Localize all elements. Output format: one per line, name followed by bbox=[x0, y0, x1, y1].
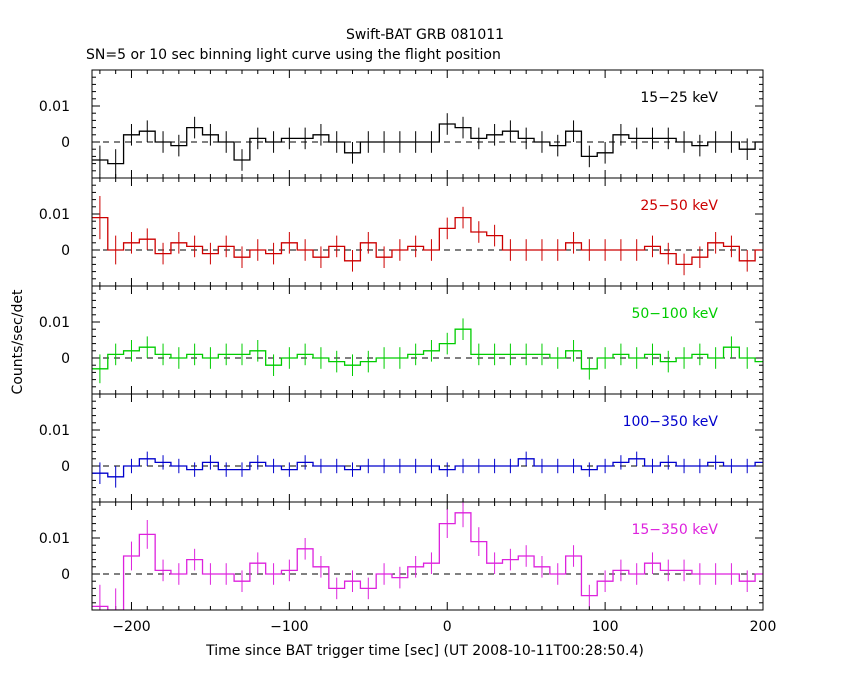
x-tick-label: 0 bbox=[443, 619, 452, 635]
y-tick-label: 0 bbox=[61, 243, 70, 259]
series-5-step-line bbox=[92, 512, 763, 610]
x-tick-label: 200 bbox=[750, 619, 777, 635]
series-4-marks bbox=[92, 451, 763, 488]
panel-frame bbox=[91, 285, 764, 395]
x-axis-label: Time since BAT trigger time [sec] (UT 20… bbox=[205, 643, 644, 659]
panel-3: 0 0.01 50−100 keV bbox=[39, 285, 764, 395]
panel-frame bbox=[91, 177, 764, 287]
x-tick-label: −200 bbox=[112, 619, 150, 635]
y-axis-label: Counts/sec/det bbox=[10, 289, 26, 394]
y-tick-label: 0.01 bbox=[39, 207, 70, 223]
series-3-marks bbox=[92, 318, 763, 384]
panel-frame bbox=[91, 69, 764, 179]
y-tick-label: 0.01 bbox=[39, 531, 70, 547]
y-tick-label: 0.01 bbox=[39, 315, 70, 331]
x-tick-label: −100 bbox=[270, 619, 308, 635]
x-tick-label: 100 bbox=[592, 619, 619, 635]
panel-2: 0 0.01 25−50 keV bbox=[39, 177, 764, 287]
series-label: 50−100 keV bbox=[631, 306, 718, 322]
series-label: 15−350 keV bbox=[631, 522, 718, 538]
series-label: 100−350 keV bbox=[623, 414, 719, 430]
series-label: 25−50 keV bbox=[640, 198, 718, 214]
y-tick-label: 0 bbox=[61, 351, 70, 367]
y-tick-label: 0.01 bbox=[39, 99, 70, 115]
panels-group: 0 0.01 15−25 keV 0 0.01 25−50 keV 0 0.01 50−100 … bbox=[39, 69, 777, 635]
series-5-marks bbox=[92, 502, 763, 610]
panel-frame bbox=[91, 501, 764, 611]
figure-subtitle: SN=5 or 10 sec binning light curve using… bbox=[86, 47, 501, 63]
series-3-step-line bbox=[92, 328, 763, 370]
y-tick-label: 0 bbox=[61, 459, 70, 475]
panel-4: 0 0.01 100−350 keV bbox=[39, 393, 764, 503]
y-tick-label: 0 bbox=[61, 567, 70, 583]
series-label: 15−25 keV bbox=[640, 90, 718, 106]
series-4-step-line bbox=[92, 458, 763, 478]
y-tick-label: 0 bbox=[61, 135, 70, 151]
figure-title: Swift-BAT GRB 081011 bbox=[346, 27, 504, 43]
y-tick-label: 0.01 bbox=[39, 423, 70, 439]
panel-5: 0 0.01 15−350 keV bbox=[39, 501, 764, 611]
series-2-marks bbox=[92, 196, 763, 276]
series-1-step-line bbox=[92, 123, 763, 165]
series-1-marks bbox=[92, 113, 763, 178]
series-2-step-line bbox=[92, 216, 763, 266]
panel-frame bbox=[91, 393, 764, 503]
panel-1: 0 0.01 15−25 keV bbox=[39, 69, 764, 179]
